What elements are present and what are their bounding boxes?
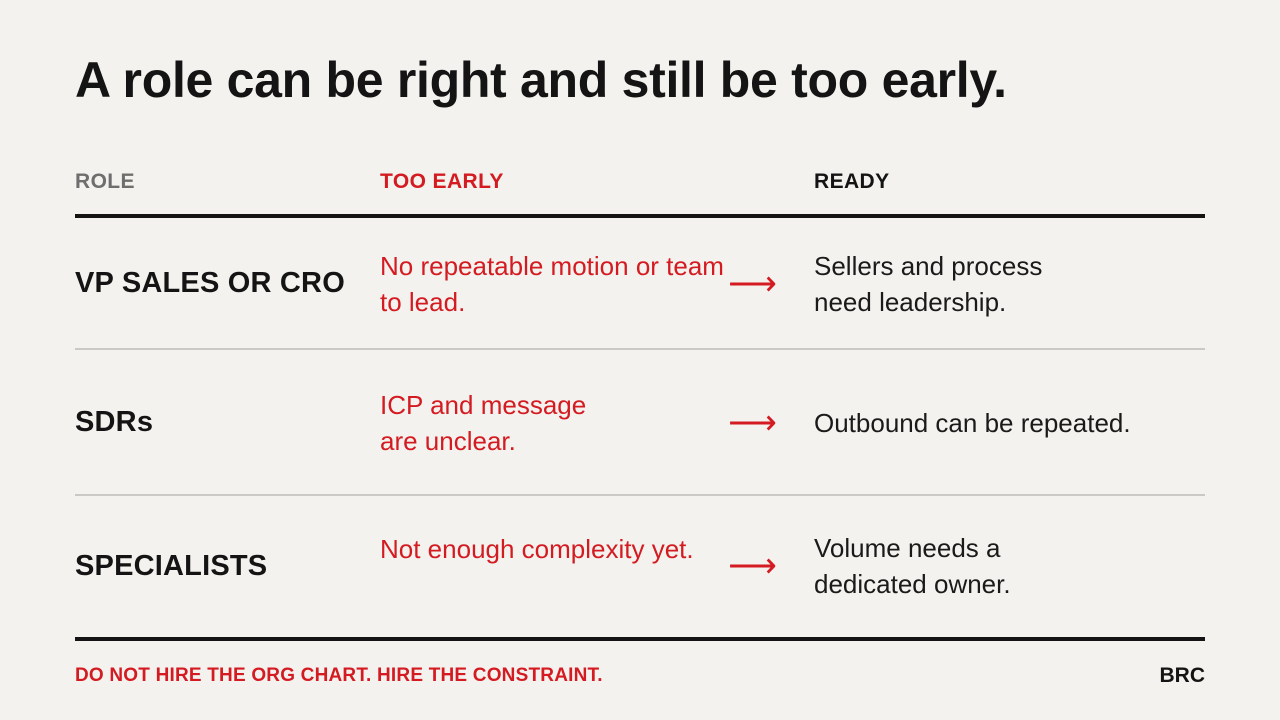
table-row: VP SALES OR CRO No repeatable motion or … xyxy=(75,219,1205,348)
footer-divider xyxy=(75,637,1205,641)
ready-text: Volume needs a dedicated owner. xyxy=(814,533,1011,599)
brand-mark: BRC xyxy=(1159,664,1206,687)
role-name: SDRs xyxy=(75,406,154,438)
column-header-ready: READY xyxy=(814,170,890,193)
footer-tagline: DO NOT HIRE THE ORG CHART. HIRE THE CONS… xyxy=(75,665,603,686)
too-early-text: Not enough complexity yet. xyxy=(380,534,694,564)
header-divider xyxy=(75,214,1205,218)
too-early-text: ICP and message are unclear. xyxy=(380,389,587,456)
arrow-right-icon: ⟶ xyxy=(728,547,777,585)
too-early-text: No repeatable motion or team to lead. xyxy=(380,250,724,317)
column-header-role: ROLE xyxy=(75,170,135,193)
column-header-too-early: TOO EARLY xyxy=(380,170,504,193)
role-name: VP SALES OR CRO xyxy=(75,267,345,299)
page-title: A role can be right and still be too ear… xyxy=(75,52,1007,108)
ready-text: Sellers and process need leadership. xyxy=(814,250,1043,317)
ready-text: Outbound can be repeated. xyxy=(814,407,1131,438)
table-row: SPECIALISTS Not enough complexity yet. ⟶… xyxy=(75,497,1205,635)
arrow-right-icon: ⟶ xyxy=(728,403,777,442)
arrow-right-icon: ⟶ xyxy=(728,264,777,303)
table-row: SDRs ICP and message are unclear. ⟶ Outb… xyxy=(75,351,1205,494)
row-divider xyxy=(75,494,1205,496)
role-name: SPECIALISTS xyxy=(75,549,268,582)
row-divider xyxy=(75,348,1205,350)
